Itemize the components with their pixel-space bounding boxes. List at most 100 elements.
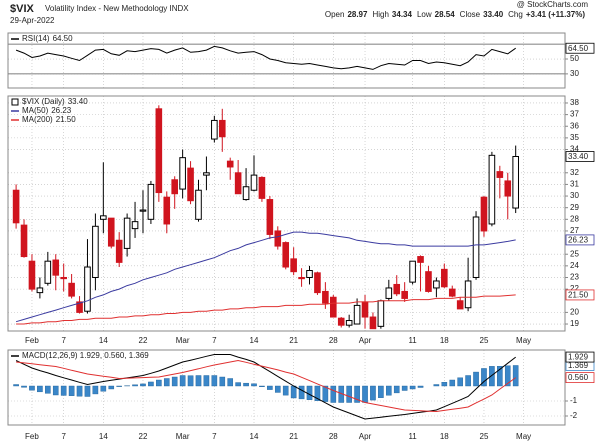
x-tick-label: 7 [61,336,66,345]
index-name: Volatility Index - New Methodology INDX [45,4,189,13]
candle-body [361,301,369,318]
x-tick-label: Apr [359,336,372,345]
histogram-bar [497,366,503,387]
candle-body [234,172,242,195]
candle-body [68,282,75,297]
candle-body [433,280,440,289]
panel-frame [7,349,566,426]
candle-body [100,215,107,220]
histogram-bar [29,385,35,391]
candle-body [179,157,186,190]
histogram-bar [187,375,194,387]
histogram-bar [267,385,273,390]
candle-body [496,171,504,178]
histogram-bar [393,385,400,394]
candle-body [306,270,313,278]
histogram-bar [76,385,83,397]
histogram-bar [45,385,51,394]
value-box [565,151,595,162]
quote-value: +3.41 (+11.37%) [526,10,585,19]
y-tick-label: 34 [570,145,579,154]
macd-line [15,354,517,420]
candle-body [226,160,234,168]
candle-body [393,283,401,295]
histogram-bar [354,385,360,403]
quote-value: 33.40 [483,10,504,19]
candle-body [218,119,226,138]
x-tick-label: 28 [329,432,338,441]
y-tick-label: 36 [570,121,579,130]
quote-label: Chg [508,10,523,19]
value-box [565,42,595,54]
quote-label: Open [325,10,345,19]
value-box-label: 33.40 [568,152,589,161]
candle-body [504,180,512,197]
histogram-bar [171,376,178,387]
histogram-bar [314,385,321,401]
candle-body [147,183,155,220]
histogram-bar [449,379,456,387]
quote: Open 28.97 High 34.34 Low 28.54 Close 33.40 Chg +… [325,10,585,19]
value-box-label: 64.50 [568,44,589,53]
histogram-bar [401,385,408,391]
candle-body [250,174,258,191]
value-box-label: 0.560 [568,373,589,382]
histogram-bar [489,366,495,387]
candle-body [84,266,91,312]
x-tick-label: Feb [25,336,39,345]
histogram-bar [140,383,146,387]
candle-body [330,296,337,318]
moving-average [16,294,516,325]
legend-swatch [11,98,19,106]
histogram-bar [465,375,471,387]
candle-body [353,304,361,325]
histogram-bar [386,385,392,396]
value-box-label: 26.23 [568,236,589,245]
legend-value: 33.40 [68,97,89,106]
quote-value: 28.54 [435,10,456,19]
x-tick-label: 14 [99,336,108,345]
y-tick-label: 24 [570,261,579,270]
candle-body [28,260,36,290]
y-tick-label: -2 [570,411,578,420]
date: 29-Apr-2022 [10,16,55,25]
y-tick-label: 29 [570,203,579,212]
source: @ StockCharts.com [517,0,589,9]
candle-body [60,276,67,280]
value-box [565,234,595,246]
histogram-bar [148,381,154,387]
histogram-bar [274,385,281,393]
histogram-bar [52,385,59,396]
candle-body [155,108,163,194]
histogram-bar [330,385,337,403]
candle-body [12,189,20,224]
candle-body [123,217,131,249]
y-tick-label: 30 [570,191,579,200]
x-tick-label: 21 [289,432,298,441]
y-tick-label: 35 [570,133,579,142]
moving-average [15,231,516,323]
value-box-label: 1.369 [568,361,589,370]
candle-body [464,280,472,309]
quote-value: 28.97 [347,10,368,19]
histogram-bar [370,385,376,401]
legend-name: RSI(14) [22,34,50,43]
candle-body [456,300,464,310]
x-tick-label: 22 [139,432,148,441]
candle-body [274,230,282,247]
candle-body [139,209,147,212]
histogram-bar [243,382,249,387]
y-tick-label: 28 [570,214,579,223]
line [15,45,516,70]
histogram-bar [512,365,519,387]
x-tick-label: 18 [440,336,449,345]
legend-value: 21.50 [56,115,77,124]
histogram-bar [322,385,329,402]
candle-body [417,256,424,263]
histogram-bar [504,365,511,387]
value-box [565,351,595,363]
symbol: $VIX [10,3,35,15]
candle-body [401,290,408,299]
candle-body [314,272,321,294]
